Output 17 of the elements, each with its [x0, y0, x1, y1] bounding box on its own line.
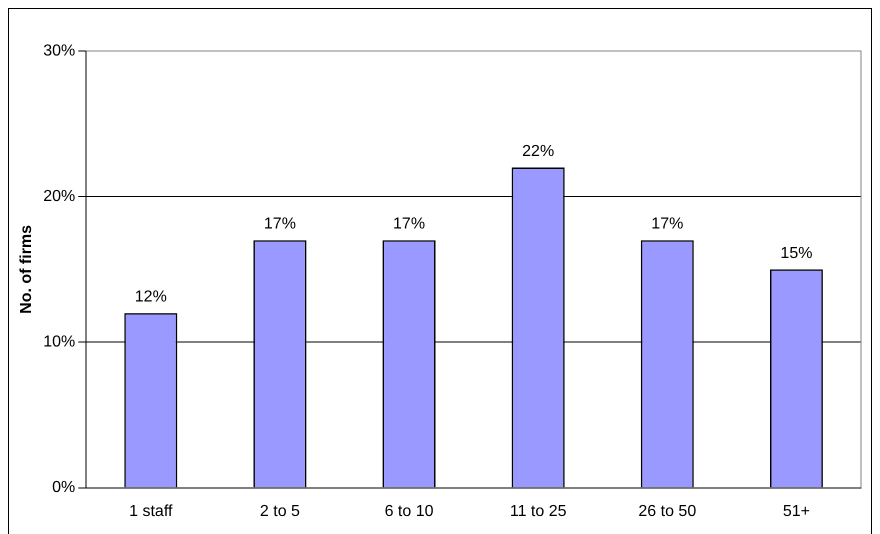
data-label: 17% [264, 216, 296, 233]
x-tick-label: 26 to 50 [638, 502, 696, 520]
y-tick-label: 10% [43, 334, 76, 351]
data-label: 17% [651, 216, 684, 233]
x-tick-label: 11 to 25 [510, 502, 567, 520]
x-tick-label: 6 to 10 [384, 502, 434, 520]
y-tick-label: 30% [43, 42, 76, 60]
x-tick-label: 1 staff [129, 502, 173, 520]
x-tick-label: 2 to 5 [260, 502, 300, 520]
y-axis-title: No. of firms [18, 224, 36, 314]
y-tick-label: 0% [52, 479, 76, 496]
data-label: 12% [134, 288, 167, 306]
y-tick-label: 20% [43, 188, 76, 206]
data-label: 22% [522, 142, 554, 160]
data-label: 15% [780, 244, 812, 262]
x-tick-label: 51+ [782, 502, 810, 520]
data-label: 17% [393, 216, 426, 233]
